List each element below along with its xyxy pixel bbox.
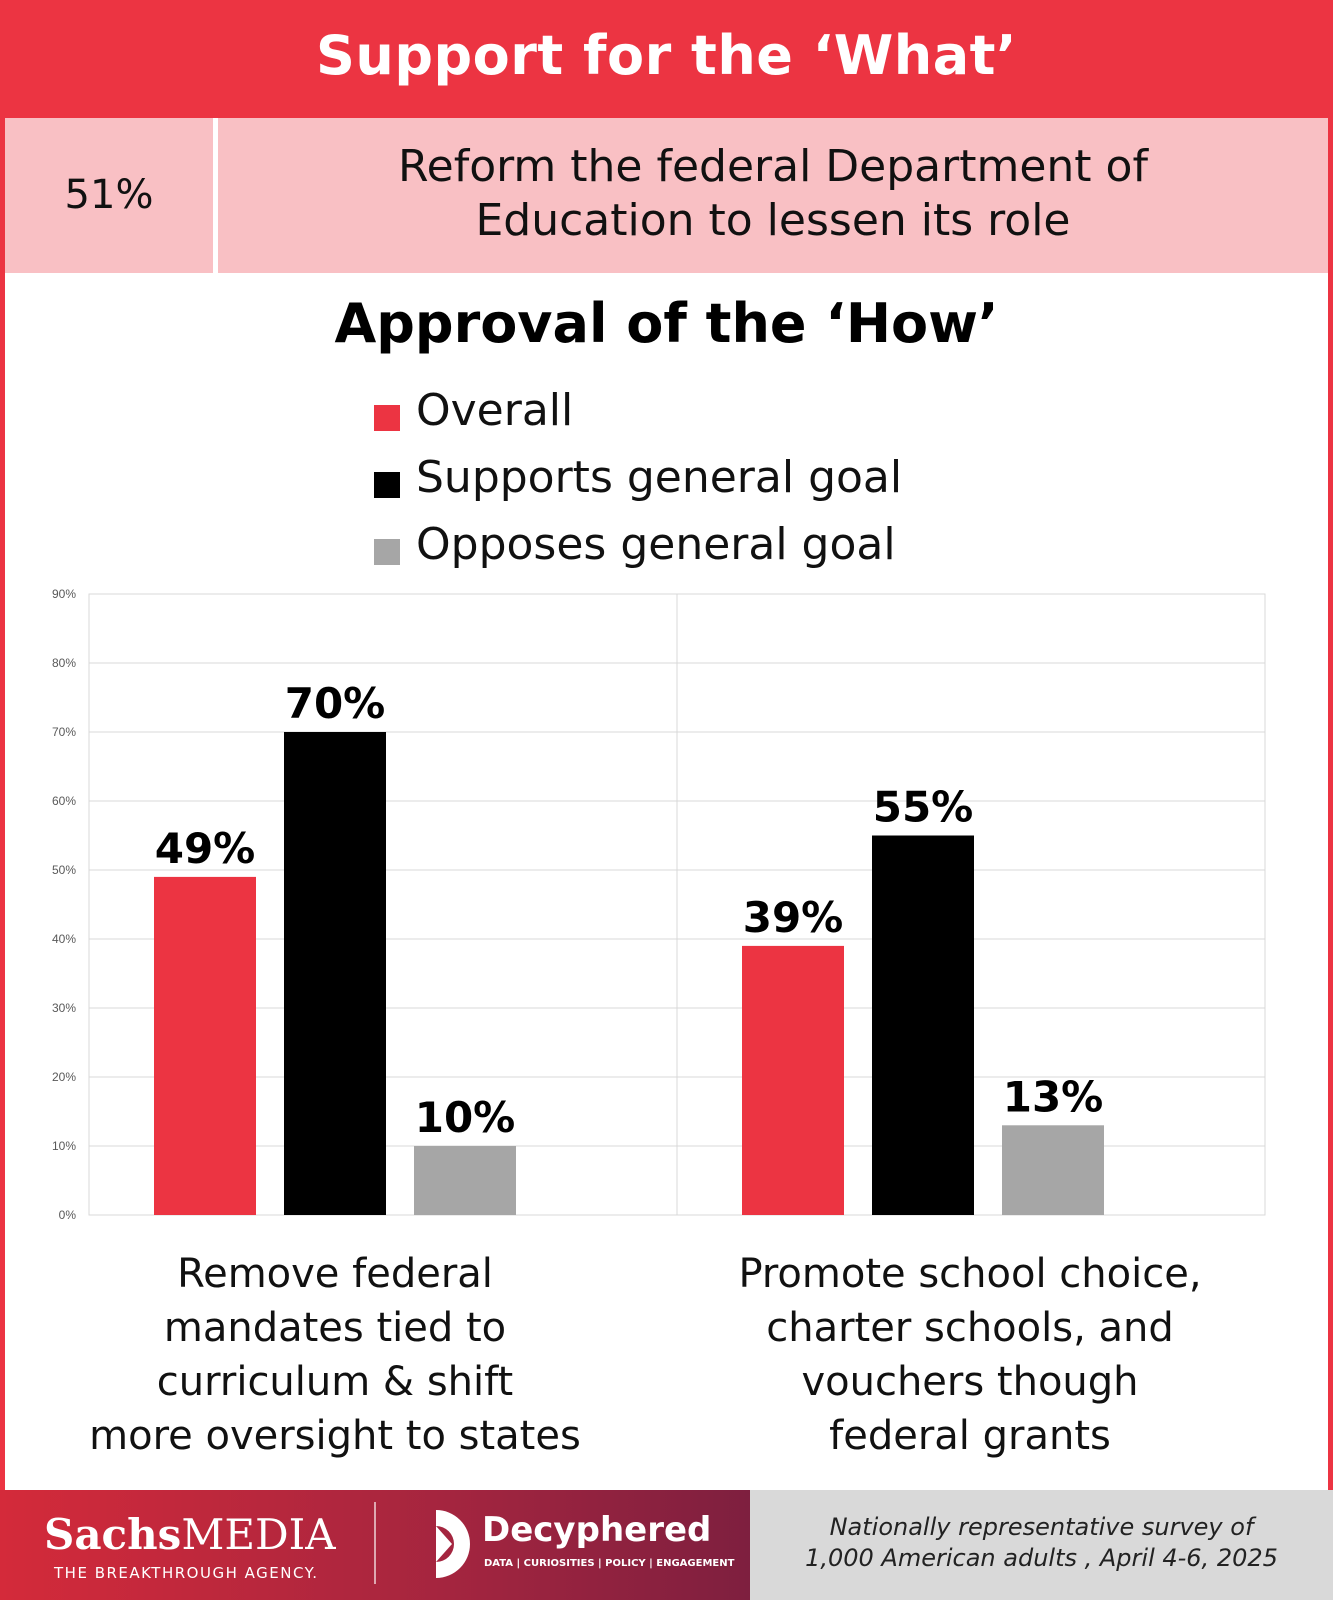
y-tick-label: 0% bbox=[59, 1208, 77, 1222]
bar-value-label: 49% bbox=[155, 824, 256, 873]
category-label-1: Remove federal mandates tied to curricul… bbox=[30, 1247, 640, 1463]
legend-swatch bbox=[374, 472, 400, 498]
chart-title: Approval of the ‘How’ bbox=[334, 292, 999, 355]
y-tick-label: 90% bbox=[52, 587, 76, 601]
header-banner: Support for the ‘What’ bbox=[0, 0, 1333, 118]
bar-chart: 0% 10% 20% 30% 40% 50% 60% 70% 80% 90% 49% 70% 10% 39… bbox=[52, 587, 1266, 1222]
category-label-line: charter schools, and bbox=[766, 1305, 1174, 1351]
brand-divider bbox=[374, 1502, 376, 1584]
survey-note-line: Nationally representative survey of bbox=[829, 1513, 1254, 1541]
category-label-line: Promote school choice, bbox=[738, 1251, 1202, 1297]
what-divider bbox=[213, 118, 218, 273]
survey-note-panel: Nationally representative survey of 1,00… bbox=[750, 1490, 1333, 1600]
header-title: Support for the ‘What’ bbox=[316, 24, 1017, 87]
category-label-line: Remove federal bbox=[177, 1251, 493, 1297]
bar-value-label: 10% bbox=[415, 1093, 516, 1142]
footer: SachsMEDIA THE BREAKTHROUGH AGENCY. Decy… bbox=[0, 1490, 1333, 1600]
y-tick-label: 70% bbox=[52, 725, 76, 739]
bar bbox=[742, 945, 844, 1215]
bar bbox=[872, 835, 974, 1215]
y-tick-label: 50% bbox=[52, 863, 76, 877]
bar-value-label: 55% bbox=[873, 783, 974, 832]
bar bbox=[414, 1146, 516, 1215]
sachs-logo-bold: Sachs bbox=[44, 1510, 182, 1559]
sachs-logo-light: MEDIA bbox=[181, 1510, 336, 1559]
decyphered-tagline: DATA | CURIOSITIES | POLICY | ENGAGEMENT bbox=[484, 1558, 735, 1569]
bar-value-label: 39% bbox=[743, 893, 844, 942]
survey-note: Nationally representative survey of 1,00… bbox=[750, 1512, 1333, 1574]
bar bbox=[1002, 1125, 1104, 1215]
footer-brand-panel: SachsMEDIA THE BREAKTHROUGH AGENCY. Decy… bbox=[0, 1490, 750, 1600]
bar bbox=[154, 876, 256, 1215]
y-tick-label: 30% bbox=[52, 1001, 76, 1015]
category-label-line: more oversight to states bbox=[89, 1413, 581, 1459]
sachs-media-logo: SachsMEDIA bbox=[44, 1510, 336, 1559]
decyphered-logo-icon bbox=[436, 1510, 470, 1578]
sachs-tagline: THE BREAKTHROUGH AGENCY. bbox=[54, 1564, 319, 1582]
legend-swatch bbox=[374, 405, 400, 431]
what-statement-line: Reform the federal Department of bbox=[398, 141, 1148, 192]
category-label-line: federal grants bbox=[829, 1413, 1111, 1459]
legend-label: Supports general goal bbox=[416, 452, 903, 503]
y-tick-label: 10% bbox=[52, 1139, 76, 1153]
what-statement-line: Education to lessen its role bbox=[475, 195, 1071, 246]
decyphered-wordmark: Decyphered bbox=[482, 1510, 712, 1550]
what-percent: 51% bbox=[64, 172, 154, 218]
y-tick-label: 80% bbox=[52, 656, 76, 670]
bar-value-label: 70% bbox=[285, 679, 386, 728]
what-statement: Reform the federal Department of Educati… bbox=[218, 140, 1328, 248]
category-label-line: mandates tied to bbox=[163, 1305, 507, 1351]
y-tick-label: 40% bbox=[52, 932, 76, 946]
y-tick-label: 60% bbox=[52, 794, 76, 808]
legend-swatch bbox=[374, 539, 400, 565]
bar bbox=[284, 732, 386, 1215]
category-label-line: vouchers though bbox=[801, 1359, 1139, 1405]
legend-label: Overall bbox=[416, 385, 574, 436]
category-label-2: Promote school choice, charter schools, … bbox=[665, 1247, 1275, 1463]
survey-note-line: 1,000 American adults , April 4-6, 2025 bbox=[805, 1544, 1278, 1572]
category-label-line: curriculum & shift bbox=[156, 1359, 514, 1405]
bar-value-label: 13% bbox=[1003, 1072, 1104, 1121]
what-row: 51% Reform the federal Department of Edu… bbox=[5, 118, 1328, 273]
legend-label: Opposes general goal bbox=[416, 519, 896, 570]
y-tick-label: 20% bbox=[52, 1070, 76, 1084]
